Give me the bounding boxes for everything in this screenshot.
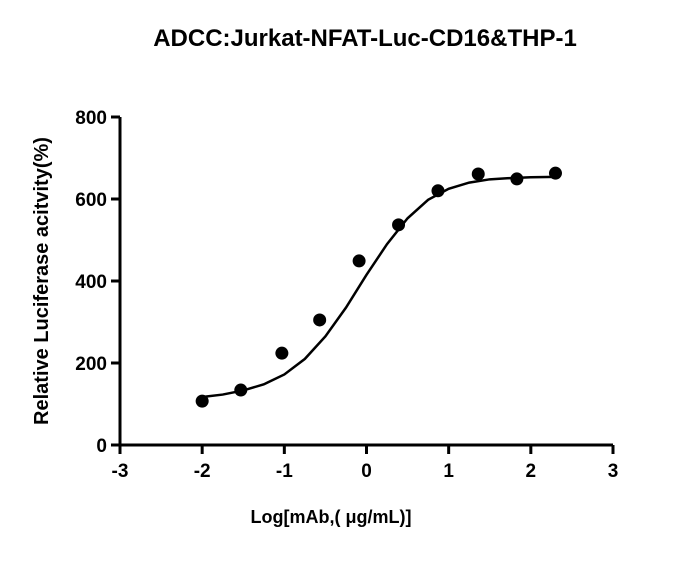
data-point [548, 166, 562, 180]
data-point [313, 313, 327, 327]
data-point [431, 184, 445, 198]
x-tick-label: 3 [608, 461, 619, 482]
y-tick-label: 800 [75, 108, 107, 129]
data-point [392, 218, 406, 232]
x-tick-label: 1 [443, 461, 454, 482]
data-point [510, 172, 524, 186]
data-point [234, 383, 248, 397]
x-axis-label: Log[mAb,( μg/mL)] [251, 507, 412, 527]
data-point [275, 346, 289, 360]
chart-title: ADCC:Jurkat-NFAT-Luc-CD16&THP-1 [153, 25, 577, 52]
fit-curve [202, 175, 556, 399]
data-point [352, 254, 366, 268]
y-tick-label: 0 [96, 436, 107, 457]
x-tick-label: -3 [112, 461, 129, 482]
x-tick-label: 2 [526, 461, 537, 482]
y-tick-label: 400 [75, 272, 107, 293]
x-tick-label: -1 [276, 461, 293, 482]
data-point [471, 167, 485, 181]
data-point [195, 394, 209, 408]
y-tick-label: 200 [75, 354, 107, 375]
x-tick-label: 0 [361, 461, 372, 482]
x-tick-label: -2 [194, 461, 211, 482]
y-tick-label: 600 [75, 190, 107, 211]
y-axis-label: Relative Luciferase acitvity(%) [31, 137, 53, 425]
